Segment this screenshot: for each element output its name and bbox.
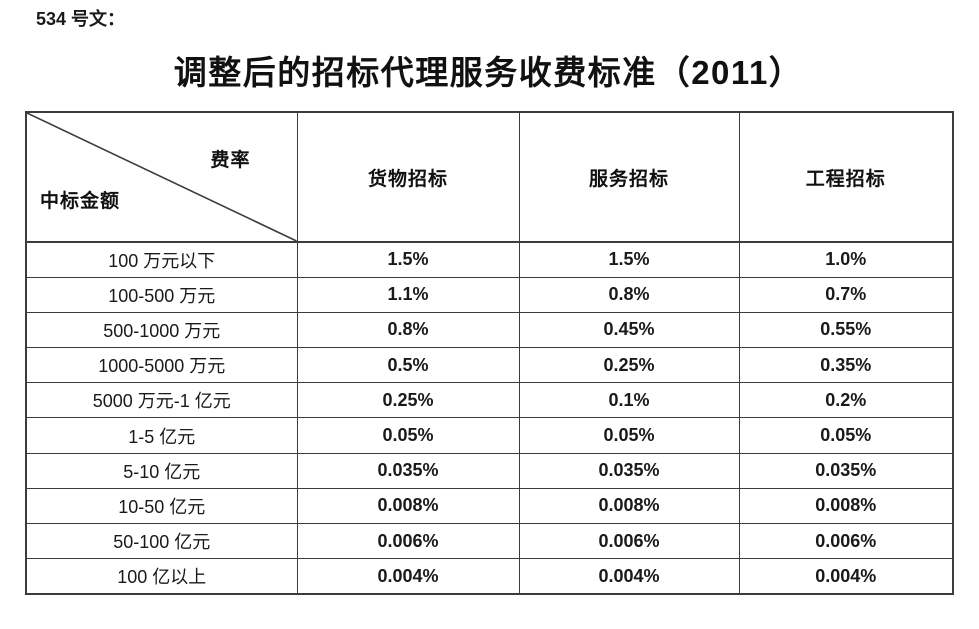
fee-table-body: 100 万元以下 1.5% 1.5% 1.0% 100-500 万元 1.1% …: [25, 241, 954, 595]
table-row: 5000 万元-1 亿元 0.25% 0.1% 0.2%: [25, 382, 954, 419]
rate-engineering: 0.035%: [738, 452, 954, 489]
corner-label-rate: 费率: [210, 150, 251, 171]
table-row: 100 万元以下 1.5% 1.5% 1.0%: [25, 241, 954, 278]
rate-engineering: 1.0%: [738, 241, 954, 278]
rate-services: 0.035%: [518, 452, 740, 489]
rate-services: 0.1%: [518, 382, 740, 419]
rate-engineering: 0.55%: [738, 311, 954, 349]
table-row: 1-5 亿元 0.05% 0.05% 0.05%: [25, 417, 954, 454]
row-label-amount-range: 10-50 亿元: [25, 487, 298, 525]
rate-engineering: 0.004%: [738, 558, 954, 595]
rate-services: 0.45%: [518, 311, 740, 349]
column-header-service-bidding: 服务招标: [518, 111, 740, 243]
rate-services: 0.25%: [518, 347, 740, 384]
rate-goods: 0.006%: [296, 522, 520, 560]
rate-goods: 0.004%: [296, 558, 520, 595]
doc-number: 534 号文：: [36, 9, 126, 29]
corner-label-amount: 中标金额: [40, 191, 121, 212]
table-row: 100 亿以上 0.004% 0.004% 0.004%: [25, 558, 954, 595]
table-row: 5-10 亿元 0.035% 0.035% 0.035%: [25, 452, 954, 489]
rate-services: 0.8%: [518, 276, 740, 313]
table-row: 500-1000 万元 0.8% 0.45% 0.55%: [25, 311, 954, 349]
rate-engineering: 0.008%: [738, 487, 954, 525]
table-row: 10-50 亿元 0.008% 0.008% 0.008%: [25, 487, 954, 525]
table-row: 100-500 万元 1.1% 0.8% 0.7%: [25, 276, 954, 313]
header-row: 费率 中标金额 货物招标 服务招标 工程招标: [25, 111, 954, 243]
row-label-amount-range: 100 万元以下: [25, 241, 298, 278]
rate-services: 1.5%: [518, 241, 740, 278]
rate-goods: 1.1%: [296, 276, 520, 313]
diagonal-divider-line: [27, 113, 297, 241]
row-label-amount-range: 50-100 亿元: [25, 522, 298, 560]
rate-engineering: 0.05%: [738, 417, 954, 454]
rate-goods: 1.5%: [296, 241, 520, 278]
row-label-amount-range: 5000 万元-1 亿元: [25, 382, 298, 419]
rate-goods: 0.05%: [296, 417, 520, 454]
column-header-goods-bidding: 货物招标: [296, 111, 520, 243]
row-label-amount-range: 100 亿以上: [25, 558, 298, 595]
rate-services: 0.008%: [518, 487, 740, 525]
table-row: 1000-5000 万元 0.5% 0.25% 0.35%: [25, 347, 954, 384]
rate-goods: 0.008%: [296, 487, 520, 525]
rate-goods: 0.5%: [296, 347, 520, 384]
row-label-amount-range: 100-500 万元: [25, 276, 298, 313]
rate-engineering: 0.7%: [738, 276, 954, 313]
fee-table: 费率 中标金额 货物招标 服务招标 工程招标 100 万元以下 1.5% 1.5…: [25, 111, 954, 595]
corner-cell: 费率 中标金额: [25, 111, 298, 243]
rate-services: 0.05%: [518, 417, 740, 454]
rate-goods: 0.035%: [296, 452, 520, 489]
row-label-amount-range: 5-10 亿元: [25, 452, 298, 489]
rate-engineering: 0.006%: [738, 522, 954, 560]
rate-goods: 0.25%: [296, 382, 520, 419]
rate-goods: 0.8%: [296, 311, 520, 349]
row-label-amount-range: 1000-5000 万元: [25, 347, 298, 384]
page-title: 调整后的招标代理服务收费标准（2011）: [173, 54, 804, 91]
rate-engineering: 0.35%: [738, 347, 954, 384]
table-row: 50-100 亿元 0.006% 0.006% 0.006%: [25, 522, 954, 560]
row-label-amount-range: 1-5 亿元: [25, 417, 298, 454]
row-label-amount-range: 500-1000 万元: [25, 311, 298, 349]
rate-engineering: 0.2%: [738, 382, 954, 419]
rate-services: 0.006%: [518, 522, 740, 560]
column-header-engineering-bidding: 工程招标: [738, 111, 954, 243]
rate-services: 0.004%: [518, 558, 740, 595]
